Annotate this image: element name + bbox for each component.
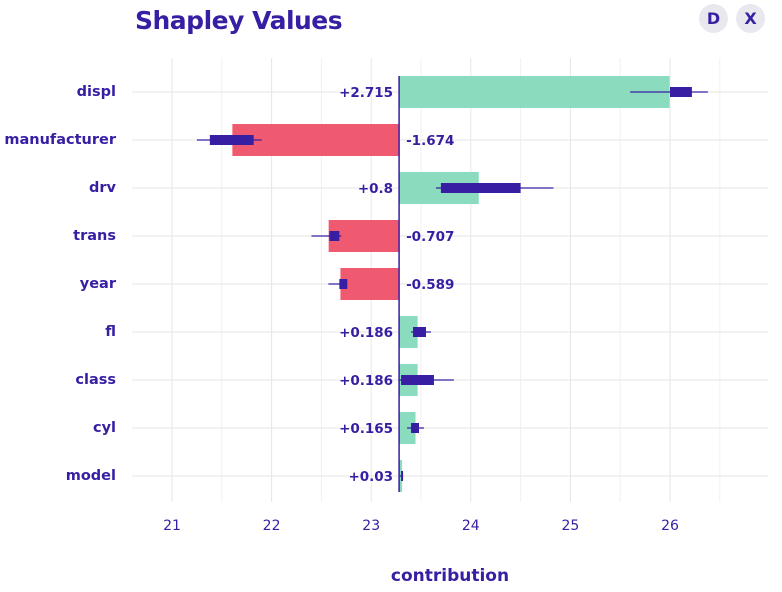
value-label-fl: +0.186 bbox=[339, 325, 393, 341]
value-label-cyl: +0.165 bbox=[339, 421, 393, 437]
bar-fl[interactable] bbox=[399, 316, 418, 348]
box-model bbox=[401, 471, 404, 481]
value-label-trans: -0.707 bbox=[406, 229, 454, 245]
box-displ bbox=[670, 87, 692, 97]
box-drv bbox=[440, 183, 521, 193]
y-tick-label-trans: trans bbox=[73, 228, 116, 244]
value-label-displ: +2.715 bbox=[339, 85, 393, 101]
box-manufacturer bbox=[209, 135, 254, 145]
value-label-manufacturer: -1.674 bbox=[406, 133, 454, 149]
y-tick-label-class: class bbox=[75, 372, 116, 388]
y-tick-label-model: model bbox=[66, 468, 116, 484]
y-tick-label-cyl: cyl bbox=[93, 420, 116, 436]
value-label-model: +0.03 bbox=[348, 469, 393, 485]
value-label-drv: +0.8 bbox=[358, 181, 393, 197]
x-tick-label: 21 bbox=[163, 518, 181, 534]
y-tick-label-displ: displ bbox=[77, 84, 116, 100]
x-axis-label: contribution bbox=[391, 566, 509, 586]
box-fl bbox=[413, 327, 426, 337]
close-button[interactable]: X bbox=[736, 4, 765, 33]
chart-title: Shapley Values bbox=[135, 6, 343, 35]
y-tick-label-drv: drv bbox=[89, 180, 117, 196]
y-tick-label-manufacturer: manufacturer bbox=[4, 132, 116, 148]
x-tick-label: 23 bbox=[362, 518, 380, 534]
bar-displ[interactable] bbox=[399, 76, 670, 108]
value-label-class: +0.186 bbox=[339, 373, 393, 389]
box-class bbox=[401, 375, 434, 385]
x-tick-label: 25 bbox=[561, 518, 579, 534]
x-tick-label: 24 bbox=[462, 518, 480, 534]
x-tick-label: 22 bbox=[263, 518, 281, 534]
box-year bbox=[339, 279, 348, 289]
y-tick-label-year: year bbox=[80, 276, 117, 292]
box-trans bbox=[329, 231, 340, 241]
box-cyl bbox=[411, 423, 420, 433]
x-tick-label: 26 bbox=[661, 518, 679, 534]
y-tick-label-fl: fl bbox=[105, 324, 116, 340]
d-button[interactable]: D bbox=[699, 4, 728, 33]
value-label-year: -0.589 bbox=[406, 277, 454, 293]
bar-year[interactable] bbox=[340, 268, 400, 300]
